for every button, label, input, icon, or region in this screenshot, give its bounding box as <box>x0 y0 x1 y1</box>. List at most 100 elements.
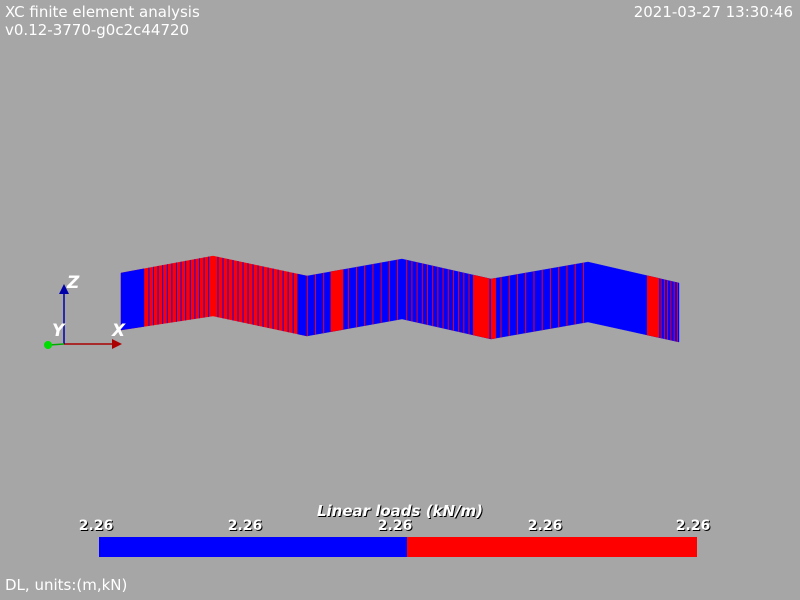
load-strip <box>558 266 560 328</box>
load-strip <box>198 258 200 319</box>
load-strip <box>676 282 678 342</box>
load-strip <box>339 269 341 331</box>
load-strip <box>287 271 289 333</box>
load-strip <box>660 278 662 339</box>
timestamp-label: 2021-03-27 13:30:46 <box>633 3 793 21</box>
load-strip <box>252 264 254 325</box>
x-axis-arrow-icon <box>112 339 122 349</box>
legend-tick: 2.26 <box>377 518 413 534</box>
load-strip <box>397 259 399 321</box>
load-strip <box>217 256 219 318</box>
version-label: v0.12-3770-g0c2c44720 <box>5 21 190 39</box>
x-axis-label: X <box>111 321 126 341</box>
load-strip <box>463 272 465 334</box>
load-strip <box>388 260 390 322</box>
load-strip <box>194 259 196 320</box>
load-strip <box>372 263 374 325</box>
y-axis-label: Y <box>52 321 66 341</box>
load-strip <box>468 273 470 335</box>
load-strip <box>663 279 665 340</box>
load-strip <box>203 257 205 318</box>
load-strip <box>166 264 168 324</box>
load-strip <box>574 263 576 325</box>
load-strip <box>152 266 154 326</box>
load-strip <box>237 261 239 322</box>
load-strip <box>247 263 249 324</box>
load-strip <box>323 272 325 334</box>
load-strip <box>549 268 551 329</box>
load-strip <box>500 276 502 338</box>
load-strip <box>292 272 294 334</box>
load-strip <box>673 281 675 342</box>
load-strip <box>257 265 259 326</box>
load-strip <box>516 274 518 335</box>
load-strip <box>667 280 669 340</box>
load-strip <box>175 262 177 322</box>
load-strip <box>442 267 444 329</box>
load-strip <box>447 269 449 330</box>
load-strip <box>458 271 460 333</box>
load-strip <box>282 270 284 332</box>
load-strip <box>356 266 357 328</box>
load-strip <box>242 262 244 323</box>
load-strip <box>272 268 274 330</box>
color-scale-high <box>407 537 697 557</box>
legend-tick: 2.26 <box>227 518 263 534</box>
load-strip <box>432 265 434 327</box>
legend-tick: 2.26 <box>78 518 114 534</box>
load-strip <box>277 269 279 331</box>
load-strip <box>120 268 145 331</box>
load-strip <box>411 260 413 322</box>
load-strip <box>508 275 510 337</box>
load-strip <box>262 266 264 327</box>
load-strip <box>331 271 333 332</box>
legend-title: Linear loads (kN/m) <box>316 502 484 520</box>
load-strip <box>490 261 589 340</box>
load-strip <box>533 271 535 332</box>
load-strip <box>189 259 191 320</box>
load-strip <box>452 270 454 331</box>
load-case-caption: DL, units:(m,kN) <box>5 576 128 594</box>
load-strip <box>582 262 584 324</box>
load-strip <box>473 274 490 339</box>
app-title: XC finite element analysis <box>5 3 200 21</box>
legend-tick: 2.26 <box>527 518 563 534</box>
load-strip <box>185 260 187 321</box>
legend-tick: 2.26 <box>675 518 711 534</box>
load-strip <box>421 263 423 324</box>
load-strip <box>541 269 543 331</box>
load-strip <box>306 275 308 337</box>
load-strip <box>347 268 349 329</box>
load-strip <box>670 280 672 341</box>
load-strip <box>380 262 382 324</box>
load-strip <box>587 261 680 343</box>
load-strip <box>330 269 344 332</box>
load-strip <box>525 272 527 334</box>
load-strip <box>267 267 269 329</box>
load-strip <box>315 274 316 335</box>
z-axis-arrow-icon <box>59 284 69 294</box>
load-diagram <box>120 255 680 343</box>
load-strip <box>171 263 173 323</box>
color-scale-bar <box>99 537 697 557</box>
load-strip <box>646 275 660 338</box>
load-strip <box>232 259 234 321</box>
load-strip <box>437 266 439 328</box>
load-strip <box>490 277 497 340</box>
load-strip <box>406 259 408 321</box>
load-strip <box>566 265 568 326</box>
load-strip <box>208 256 210 317</box>
load-strip <box>364 265 366 326</box>
load-strip <box>427 264 428 326</box>
axes-triad: Z Y X <box>44 273 126 349</box>
color-scale-low <box>99 537 407 557</box>
load-strip <box>227 258 229 320</box>
load-strip <box>180 261 182 322</box>
load-strip <box>416 262 418 323</box>
z-axis-label: Z <box>66 273 80 293</box>
y-axis-dot-icon <box>44 341 52 349</box>
load-strip <box>157 265 159 325</box>
load-strip <box>162 265 164 324</box>
load-strip <box>148 267 150 327</box>
